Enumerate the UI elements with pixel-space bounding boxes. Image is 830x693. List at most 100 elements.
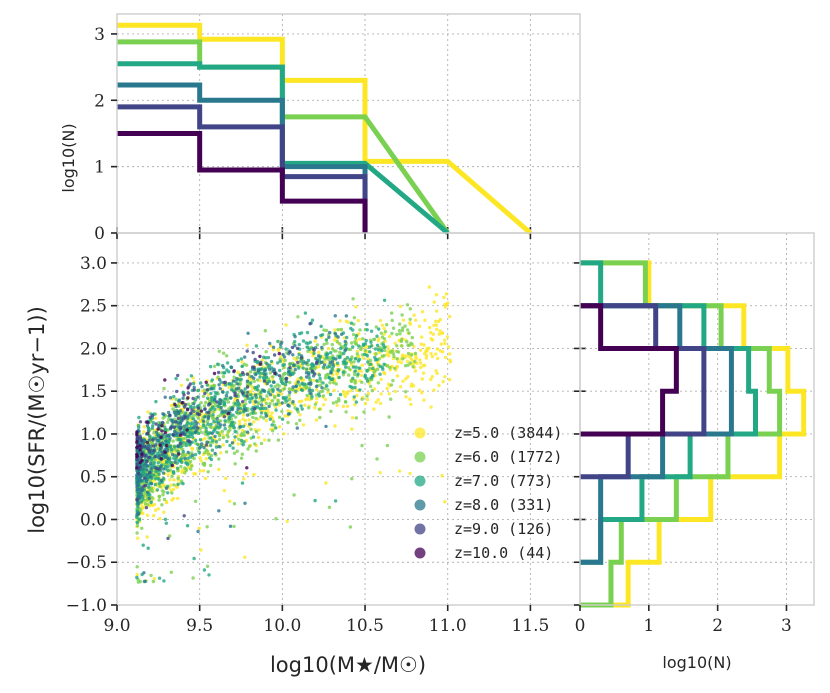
scatter-point	[137, 415, 141, 420]
scatter-point	[227, 415, 231, 420]
scatter-point	[135, 572, 139, 577]
scatter-point	[349, 321, 354, 325]
scatter-point	[363, 352, 367, 357]
scatter-point	[176, 476, 180, 480]
scatter-point	[356, 318, 360, 323]
scatter-point	[160, 503, 164, 507]
scatter-point	[353, 357, 358, 361]
scatter-point	[291, 385, 295, 389]
scatter-point	[343, 400, 348, 404]
scatter-point	[420, 377, 425, 381]
scatter-point	[178, 433, 183, 437]
scatter-point	[352, 316, 357, 320]
scatter-point	[140, 488, 144, 492]
scatter-point	[353, 369, 358, 373]
x-tick-label: 11.0	[429, 616, 467, 636]
scatter-point	[163, 431, 168, 435]
scatter-point	[206, 470, 210, 474]
scatter-point	[209, 443, 213, 448]
scatter-point	[258, 375, 262, 379]
scatter-point	[240, 364, 244, 368]
scatter-point	[190, 464, 194, 468]
scatter-point	[312, 348, 316, 352]
scatter-point	[265, 362, 269, 366]
scatter-point	[429, 405, 433, 409]
scatter-point	[143, 502, 148, 506]
scatter-point	[285, 399, 289, 403]
scatter-point	[177, 452, 181, 456]
scatter-point	[273, 396, 277, 400]
scatter-point	[196, 409, 201, 413]
scatter-point	[267, 377, 271, 381]
scatter-point	[270, 423, 274, 427]
scatter-point	[286, 412, 291, 416]
scatter-point	[291, 400, 295, 404]
scatter-point	[434, 319, 438, 323]
scatter-point	[343, 348, 348, 352]
scatter-point	[213, 390, 218, 395]
scatter-point	[328, 330, 332, 335]
scatter-point	[215, 430, 219, 435]
scatter-point	[369, 340, 373, 344]
scatter-point	[283, 383, 288, 387]
scatter-point	[208, 364, 213, 369]
scatter-point	[376, 348, 381, 352]
scatter-point	[341, 370, 345, 374]
scatter-point	[189, 411, 193, 415]
scatter-point	[214, 445, 219, 449]
scatter-point	[149, 573, 153, 578]
scatter-point	[354, 336, 358, 341]
legend-label: z=9.0 (126)	[454, 520, 553, 538]
scatter-point	[135, 445, 139, 449]
scatter-point	[398, 304, 403, 309]
scatter-point	[191, 381, 196, 386]
top-histogram-panel: 0 1 2 3 log10(N)	[59, 13, 581, 244]
scatter-point	[205, 525, 209, 529]
scatter-point	[161, 467, 166, 471]
scatter-point	[199, 401, 203, 405]
scatter-point	[224, 394, 229, 398]
scatter-point	[156, 461, 160, 465]
scatter-point	[229, 423, 233, 428]
scatter-point	[334, 349, 338, 353]
scatter-point	[393, 366, 397, 370]
scatter-point	[354, 334, 359, 338]
scatter-point	[434, 293, 439, 297]
scatter-point	[313, 339, 317, 343]
scatter-point	[161, 416, 165, 420]
scatter-point	[191, 417, 196, 421]
scatter-point	[201, 469, 206, 473]
scatter-point	[409, 402, 413, 407]
scatter-point	[383, 348, 387, 353]
scatter-point	[429, 351, 433, 356]
scatter-point	[209, 436, 213, 440]
top-y-tick-label: 3	[94, 25, 105, 45]
scatter-point	[176, 437, 181, 442]
scatter-point	[181, 436, 185, 441]
scatter-point	[382, 298, 387, 302]
scatter-point	[353, 340, 357, 344]
scatter-point	[145, 424, 150, 428]
scatter-point	[219, 406, 223, 410]
scatter-point	[383, 329, 388, 334]
scatter-point	[144, 479, 149, 484]
scatter-point	[166, 410, 171, 415]
scatter-point	[210, 396, 214, 400]
scatter-point	[142, 476, 147, 480]
scatter-point	[294, 422, 299, 426]
scatter-point	[185, 407, 190, 412]
scatter-point	[135, 531, 139, 535]
scatter-point	[222, 402, 226, 406]
scatter-point	[317, 394, 322, 398]
scatter-point	[334, 357, 338, 361]
scatter-point	[247, 444, 252, 448]
scatter-point	[219, 451, 223, 455]
scatter-point	[313, 402, 318, 406]
scatter-point	[252, 472, 256, 477]
scatter-point	[202, 568, 207, 572]
scatter-point	[142, 425, 146, 429]
scatter-point	[448, 314, 452, 319]
scatter-point	[181, 481, 185, 486]
scatter-point	[231, 379, 236, 383]
scatter-point	[375, 457, 379, 461]
